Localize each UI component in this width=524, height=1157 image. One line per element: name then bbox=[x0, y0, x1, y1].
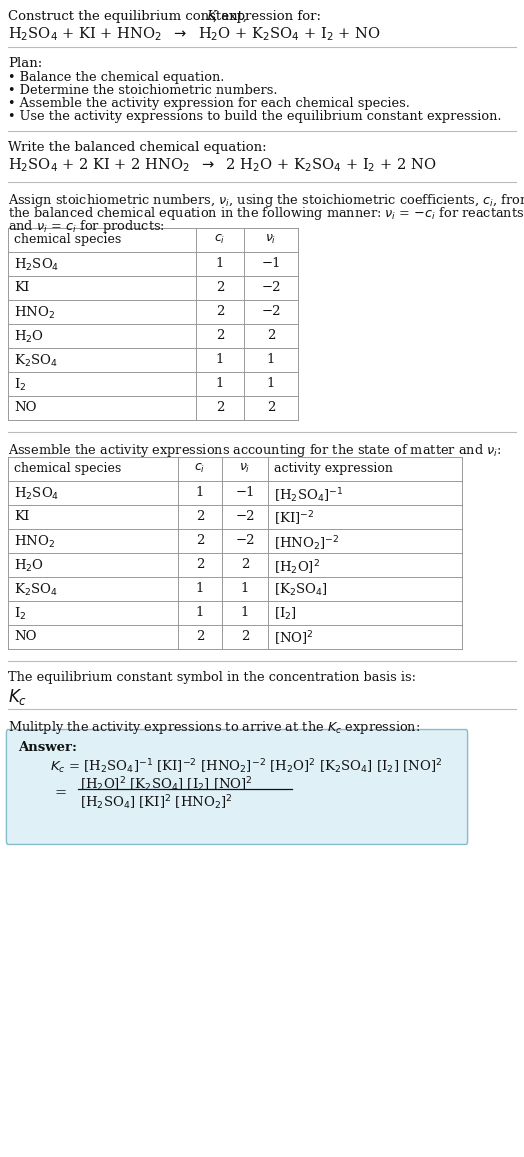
Text: 2: 2 bbox=[216, 305, 224, 318]
Text: 1: 1 bbox=[241, 606, 249, 619]
Text: 2: 2 bbox=[196, 510, 204, 523]
Text: chemical species: chemical species bbox=[14, 462, 121, 476]
Text: K$_2$SO$_4$: K$_2$SO$_4$ bbox=[14, 582, 58, 598]
Text: 2: 2 bbox=[196, 631, 204, 643]
Text: • Determine the stoichiometric numbers.: • Determine the stoichiometric numbers. bbox=[8, 84, 278, 97]
Text: $c_i$: $c_i$ bbox=[214, 233, 226, 246]
Text: • Balance the chemical equation.: • Balance the chemical equation. bbox=[8, 71, 224, 84]
Text: the balanced chemical equation in the following manner: $\nu_i$ = $-c_i$ for rea: the balanced chemical equation in the fo… bbox=[8, 205, 524, 222]
Text: H$_2$O: H$_2$O bbox=[14, 329, 44, 345]
Text: Assign stoichiometric numbers, $\nu_i$, using the stoichiometric coefficients, $: Assign stoichiometric numbers, $\nu_i$, … bbox=[8, 192, 524, 209]
Text: 1: 1 bbox=[216, 257, 224, 270]
Text: [KI]$^{-2}$: [KI]$^{-2}$ bbox=[274, 510, 314, 529]
Text: 2: 2 bbox=[216, 281, 224, 294]
Text: 2: 2 bbox=[196, 535, 204, 547]
Text: H$_2$SO$_4$: H$_2$SO$_4$ bbox=[14, 486, 59, 502]
Text: NO: NO bbox=[14, 631, 37, 643]
Text: 1: 1 bbox=[196, 486, 204, 499]
Text: −2: −2 bbox=[235, 510, 255, 523]
Text: 2: 2 bbox=[267, 401, 275, 414]
Text: I$_2$: I$_2$ bbox=[14, 377, 26, 393]
Text: and $\nu_i$ = $c_i$ for products:: and $\nu_i$ = $c_i$ for products: bbox=[8, 218, 165, 235]
Text: H$_2$O: H$_2$O bbox=[14, 558, 44, 574]
Text: −2: −2 bbox=[261, 305, 281, 318]
FancyBboxPatch shape bbox=[6, 730, 467, 845]
Text: , expression for:: , expression for: bbox=[213, 10, 321, 23]
Text: • Assemble the activity expression for each chemical species.: • Assemble the activity expression for e… bbox=[8, 97, 410, 110]
Text: −1: −1 bbox=[235, 486, 255, 499]
Text: 1: 1 bbox=[216, 377, 224, 390]
Text: [H$_2$SO$_4$] [KI]$^2$ [HNO$_2$]$^2$: [H$_2$SO$_4$] [KI]$^2$ [HNO$_2$]$^2$ bbox=[80, 793, 233, 812]
Text: −1: −1 bbox=[261, 257, 281, 270]
Text: H$_2$SO$_4$ + KI + HNO$_2$  $\rightarrow$  H$_2$O + K$_2$SO$_4$ + I$_2$ + NO: H$_2$SO$_4$ + KI + HNO$_2$ $\rightarrow$… bbox=[8, 25, 380, 43]
Text: Construct the equilibrium constant,: Construct the equilibrium constant, bbox=[8, 10, 251, 23]
Text: 1: 1 bbox=[196, 606, 204, 619]
Text: NO: NO bbox=[14, 401, 37, 414]
Text: • Use the activity expressions to build the equilibrium constant expression.: • Use the activity expressions to build … bbox=[8, 110, 501, 123]
Text: HNO$_2$: HNO$_2$ bbox=[14, 535, 55, 550]
Text: activity expression: activity expression bbox=[274, 462, 393, 476]
Text: K: K bbox=[206, 10, 216, 23]
Text: 1: 1 bbox=[267, 353, 275, 366]
Text: $K_c$: $K_c$ bbox=[8, 687, 27, 707]
Text: 1: 1 bbox=[241, 582, 249, 595]
Text: $\nu_i$: $\nu_i$ bbox=[239, 462, 250, 476]
Text: [H$_2$SO$_4$]$^{-1}$: [H$_2$SO$_4$]$^{-1}$ bbox=[274, 486, 343, 504]
Text: KI: KI bbox=[14, 510, 29, 523]
Text: 1: 1 bbox=[196, 582, 204, 595]
Text: 1: 1 bbox=[216, 353, 224, 366]
Text: Assemble the activity expressions accounting for the state of matter and $\nu_i$: Assemble the activity expressions accoun… bbox=[8, 442, 501, 459]
Text: [HNO$_2$]$^{-2}$: [HNO$_2$]$^{-2}$ bbox=[274, 535, 340, 553]
Text: Answer:: Answer: bbox=[18, 740, 77, 754]
Text: 2: 2 bbox=[241, 558, 249, 572]
Text: Write the balanced chemical equation:: Write the balanced chemical equation: bbox=[8, 141, 267, 154]
Text: 1: 1 bbox=[267, 377, 275, 390]
Text: K$_2$SO$_4$: K$_2$SO$_4$ bbox=[14, 353, 58, 369]
Text: [H$_2$O]$^2$ [K$_2$SO$_4$] [I$_2$] [NO]$^2$: [H$_2$O]$^2$ [K$_2$SO$_4$] [I$_2$] [NO]$… bbox=[80, 775, 253, 794]
Text: −2: −2 bbox=[261, 281, 281, 294]
Text: $\nu_i$: $\nu_i$ bbox=[265, 233, 277, 246]
Text: I$_2$: I$_2$ bbox=[14, 606, 26, 622]
Text: [H$_2$O]$^2$: [H$_2$O]$^2$ bbox=[274, 558, 320, 576]
Text: Mulitply the activity expressions to arrive at the $K_c$ expression:: Mulitply the activity expressions to arr… bbox=[8, 718, 420, 736]
Text: Plan:: Plan: bbox=[8, 57, 42, 71]
Text: [NO]$^2$: [NO]$^2$ bbox=[274, 631, 314, 648]
Text: 2: 2 bbox=[216, 401, 224, 414]
Text: The equilibrium constant symbol in the concentration basis is:: The equilibrium constant symbol in the c… bbox=[8, 671, 416, 684]
Text: $c_i$: $c_i$ bbox=[194, 462, 205, 476]
Text: $K_c$ = [H$_2$SO$_4$]$^{-1}$ [KI]$^{-2}$ [HNO$_2$]$^{-2}$ [H$_2$O]$^2$ [K$_2$SO$: $K_c$ = [H$_2$SO$_4$]$^{-1}$ [KI]$^{-2}$… bbox=[50, 757, 442, 775]
Text: chemical species: chemical species bbox=[14, 233, 121, 246]
Text: 2: 2 bbox=[216, 329, 224, 342]
Text: =: = bbox=[55, 786, 67, 799]
Text: 2: 2 bbox=[267, 329, 275, 342]
Text: KI: KI bbox=[14, 281, 29, 294]
Text: 2: 2 bbox=[241, 631, 249, 643]
Text: H$_2$SO$_4$: H$_2$SO$_4$ bbox=[14, 257, 59, 273]
Text: [K$_2$SO$_4$]: [K$_2$SO$_4$] bbox=[274, 582, 328, 598]
Text: 2: 2 bbox=[196, 558, 204, 572]
Text: H$_2$SO$_4$ + 2 KI + 2 HNO$_2$  $\rightarrow$  2 H$_2$O + K$_2$SO$_4$ + I$_2$ + : H$_2$SO$_4$ + 2 KI + 2 HNO$_2$ $\rightar… bbox=[8, 156, 436, 174]
Text: [I$_2$]: [I$_2$] bbox=[274, 606, 297, 622]
Text: −2: −2 bbox=[235, 535, 255, 547]
Text: HNO$_2$: HNO$_2$ bbox=[14, 305, 55, 322]
